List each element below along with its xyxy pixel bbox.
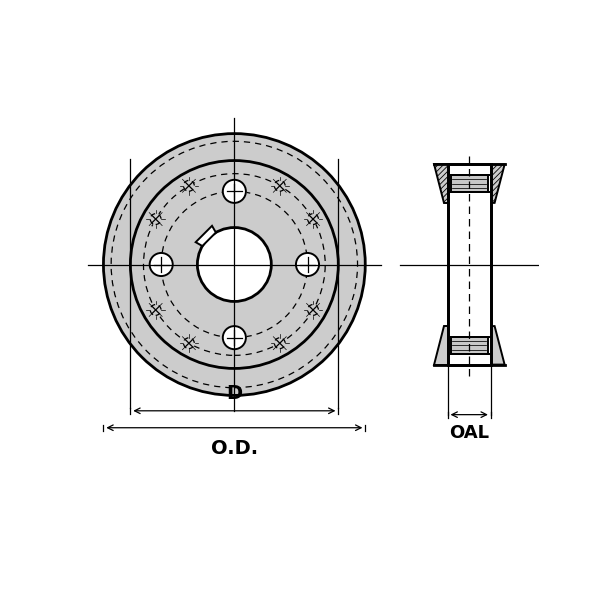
Polygon shape [491, 326, 505, 365]
Circle shape [130, 161, 338, 368]
Circle shape [223, 326, 246, 349]
Circle shape [197, 227, 271, 301]
Circle shape [184, 338, 194, 349]
Circle shape [308, 305, 319, 316]
Polygon shape [434, 164, 448, 203]
Circle shape [103, 134, 365, 395]
Polygon shape [196, 226, 216, 246]
Circle shape [296, 253, 319, 276]
Bar [448, 164, 491, 365]
Circle shape [184, 181, 194, 191]
Text: D: D [226, 384, 242, 403]
Circle shape [150, 305, 161, 316]
Text: O.D.: O.D. [211, 439, 258, 458]
Polygon shape [434, 326, 448, 365]
Circle shape [149, 253, 173, 276]
Polygon shape [491, 164, 505, 203]
Bar [451, 175, 488, 192]
Circle shape [223, 180, 246, 203]
Circle shape [274, 181, 285, 191]
Circle shape [274, 338, 285, 349]
Bar [451, 337, 488, 354]
Circle shape [308, 214, 319, 224]
Circle shape [150, 214, 161, 224]
Text: OAL: OAL [449, 424, 489, 442]
